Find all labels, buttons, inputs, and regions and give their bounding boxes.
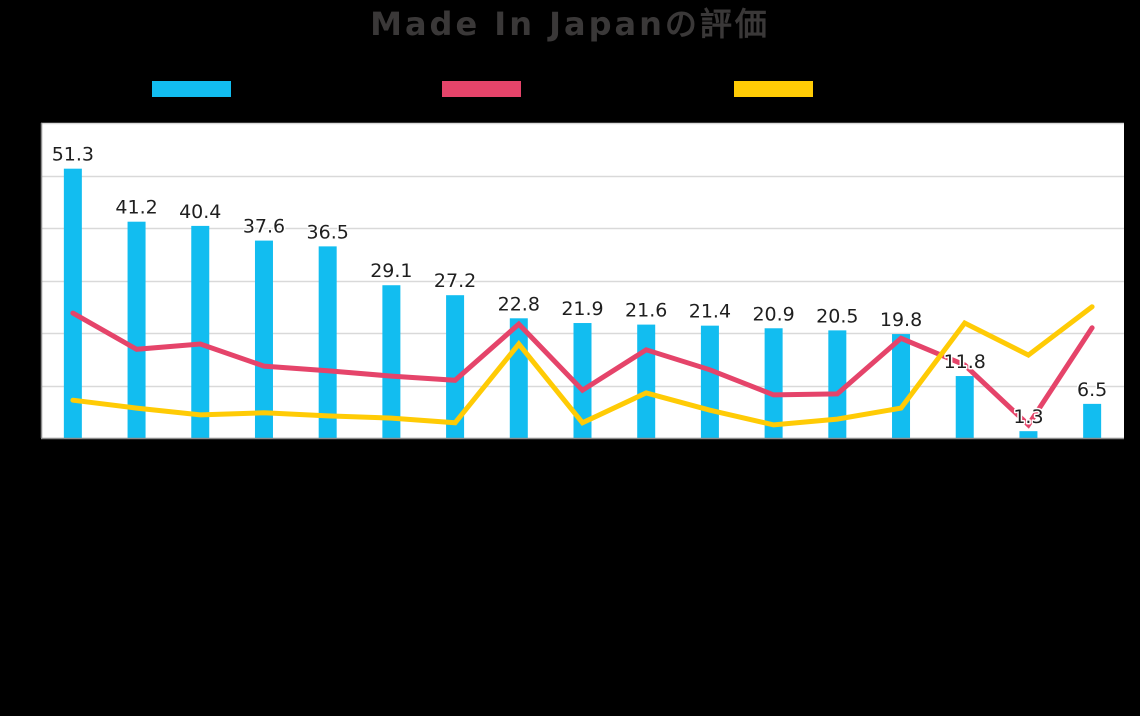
data-label: 21.9 bbox=[561, 298, 603, 320]
data-label: 51.3 bbox=[52, 144, 94, 166]
legend-swatch-yellow bbox=[734, 81, 813, 97]
bar[interactable] bbox=[637, 324, 656, 438]
bar[interactable] bbox=[573, 323, 592, 438]
data-label: 22.8 bbox=[498, 293, 540, 315]
data-label: 6.5 bbox=[1077, 379, 1107, 401]
yellow-line[interactable] bbox=[70, 304, 1095, 428]
data-label: 29.1 bbox=[370, 260, 412, 282]
legend-item-red-line-series[interactable] bbox=[442, 81, 531, 97]
chart-title: Made In Japanの評価 bbox=[370, 5, 770, 43]
data-label: 20.5 bbox=[816, 305, 858, 327]
legend-swatch-blue bbox=[152, 81, 231, 97]
data-label: 27.2 bbox=[434, 270, 476, 292]
legend-item-yellow-line-series[interactable] bbox=[734, 81, 823, 97]
data-label: 21.6 bbox=[625, 300, 667, 322]
bar[interactable] bbox=[191, 225, 210, 438]
bar[interactable] bbox=[318, 246, 337, 438]
bar[interactable] bbox=[700, 325, 719, 438]
legend-swatch-red bbox=[442, 81, 521, 97]
bar[interactable] bbox=[1019, 431, 1038, 438]
data-label: 37.6 bbox=[243, 216, 285, 238]
bar[interactable] bbox=[254, 240, 273, 438]
bar[interactable] bbox=[955, 376, 974, 438]
bar[interactable] bbox=[127, 221, 146, 438]
axes bbox=[40, 123, 1124, 440]
bar[interactable] bbox=[828, 330, 847, 438]
data-label: 20.9 bbox=[752, 303, 794, 325]
data-label: 36.5 bbox=[307, 221, 349, 243]
data-labels: 51.3 41.2 40.4 37.6 36.5 29.1 27.2 22.8 21.9 21.6… bbox=[50, 142, 1109, 429]
bar[interactable] bbox=[382, 285, 401, 438]
red-line[interactable] bbox=[70, 310, 1095, 429]
data-label: 1.3 bbox=[1013, 406, 1043, 428]
bar[interactable] bbox=[446, 295, 465, 438]
bar[interactable] bbox=[764, 328, 783, 438]
bar[interactable] bbox=[892, 334, 911, 438]
bar-series bbox=[63, 168, 1102, 439]
data-label: 41.2 bbox=[115, 197, 157, 219]
bar[interactable] bbox=[63, 168, 82, 439]
data-label: 11.8 bbox=[944, 351, 986, 373]
data-label: 19.8 bbox=[880, 309, 922, 331]
data-label: 21.4 bbox=[689, 301, 731, 323]
line-series bbox=[70, 304, 1095, 429]
legend-item-bar-series[interactable] bbox=[152, 81, 241, 97]
data-label: 40.4 bbox=[179, 201, 221, 223]
bar[interactable] bbox=[509, 318, 528, 438]
bar[interactable] bbox=[1083, 403, 1102, 438]
